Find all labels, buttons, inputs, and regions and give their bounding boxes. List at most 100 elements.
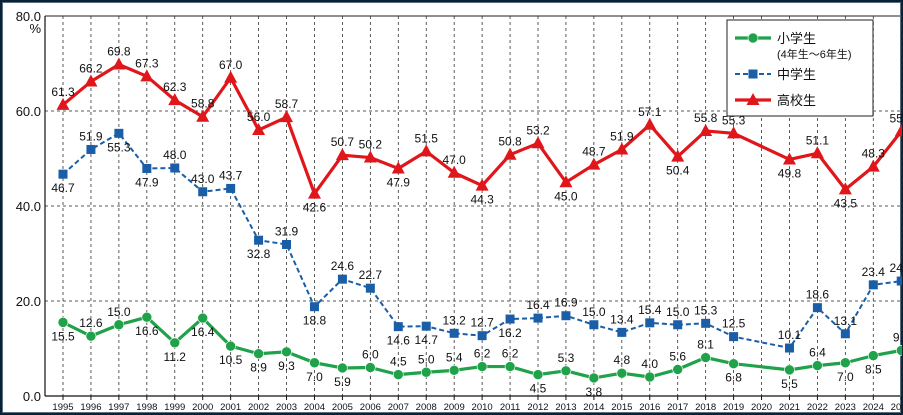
data-point-circle	[840, 357, 851, 369]
data-point-triangle	[559, 175, 573, 188]
data-label: 66.2	[79, 62, 103, 76]
x-tick-label: 2009	[444, 402, 465, 413]
data-label: 47.9	[387, 175, 411, 189]
data-label: 50.4	[666, 164, 690, 178]
data-point-circle	[225, 340, 236, 352]
data-label: 5.4	[446, 350, 463, 364]
x-tick-label: 2000	[192, 402, 213, 413]
data-point-circle	[448, 365, 460, 376]
data-label: 50.7	[331, 135, 355, 149]
y-axis-unit: %	[29, 21, 41, 36]
data-point-square	[812, 303, 822, 313]
line-chart: 0.0 20.0 40.0 60.0 80.0% 1995 1996 1997 1998 1999…	[16, 9, 902, 413]
data-point-square	[393, 322, 403, 332]
data-label: 10.5	[219, 353, 243, 367]
data-point-circle	[85, 330, 97, 342]
data-point-square	[729, 332, 739, 342]
data-point-circle	[57, 317, 69, 328]
x-tick-label: 2008	[416, 402, 437, 413]
x-tick-label: 2012	[527, 402, 548, 413]
y-tick-label: 80.0	[16, 9, 41, 24]
data-point-square	[617, 327, 627, 337]
data-label: 6.8	[725, 371, 742, 385]
x-tick-label: 2019	[723, 402, 744, 413]
data-label: 58.8	[191, 97, 215, 111]
data-point-square	[309, 302, 319, 312]
x-tick-label: 2023	[835, 402, 856, 413]
data-point-triangle	[168, 93, 182, 106]
data-point-triangle	[531, 136, 545, 149]
data-point-triangle	[419, 144, 433, 157]
data-label: 9.6	[893, 330, 902, 344]
data-label: 18.6	[806, 288, 830, 302]
data-label: 15.0	[107, 305, 131, 319]
x-tick-label: 2007	[388, 402, 409, 413]
x-tick-label: 2020	[751, 402, 772, 413]
data-label: 6.4	[809, 346, 826, 360]
data-point-triangle	[363, 150, 377, 163]
data-label: 15.0	[666, 305, 690, 319]
data-label: 8.9	[250, 361, 267, 375]
x-tick-label: 2021	[779, 402, 800, 413]
data-label: 58.7	[275, 97, 299, 111]
data-point-triangle	[56, 97, 70, 110]
data-label: 8.1	[697, 338, 714, 352]
data-point-square	[282, 239, 292, 249]
data-label: 67.3	[135, 56, 159, 70]
series-group	[56, 57, 902, 384]
data-point-circle	[728, 358, 739, 370]
data-label: 18.8	[303, 314, 327, 328]
data-label: 12.7	[470, 316, 494, 330]
series-line-square	[62, 132, 902, 350]
data-point-square	[868, 280, 878, 290]
data-point-circle	[812, 360, 823, 371]
data-label: 22.7	[359, 268, 383, 282]
data-point-square	[840, 329, 850, 339]
legend-sublabel: (4年生～6年生)	[777, 47, 852, 61]
data-label: 5.0	[418, 352, 435, 366]
data-point-circle	[644, 371, 656, 383]
data-label: 6.2	[502, 347, 519, 361]
data-point-square	[505, 314, 515, 324]
data-label: 12.6	[79, 316, 103, 330]
data-point-circle	[895, 345, 902, 356]
data-point-triangle	[643, 117, 657, 130]
data-point-circle	[588, 372, 600, 384]
data-label: 16.4	[191, 325, 215, 339]
y-tick-label: 60.0	[16, 104, 41, 119]
data-label: 42.6	[303, 201, 327, 215]
data-label: 67.0	[219, 58, 243, 72]
data-point-circle	[281, 346, 292, 358]
data-point-square	[589, 320, 599, 330]
data-label: 7.0	[837, 370, 854, 384]
data-label: 15.0	[582, 305, 606, 319]
data-label: 9.3	[278, 359, 295, 373]
data-point-triangle	[782, 152, 796, 165]
x-tick-label: 2002	[248, 402, 269, 413]
x-tick-label: 2005	[332, 402, 353, 413]
data-labels: 61.3 66.2 69.8 67.3 62.3 58.8 67.0 56.0 58.7 42.6…	[51, 44, 902, 399]
data-label: 24.2	[890, 261, 902, 275]
data-point-square	[86, 144, 96, 154]
data-point-square	[701, 318, 711, 328]
legend-label: 高校生	[777, 93, 816, 108]
data-point-triangle	[894, 124, 902, 137]
data-point-square	[58, 169, 68, 179]
data-point-triangle	[140, 69, 154, 82]
x-tick-label: 2013	[555, 402, 576, 413]
data-label: 5.9	[334, 375, 351, 389]
data-point-triangle	[671, 149, 685, 162]
legend-label: 小学生	[777, 31, 816, 46]
data-point-triangle	[280, 110, 294, 123]
data-point-square	[142, 163, 152, 173]
data-label: 47.0	[442, 153, 466, 167]
data-point-triangle	[447, 165, 461, 178]
data-label: 8.5	[865, 363, 882, 377]
data-label: 69.8	[107, 44, 131, 58]
data-point-triangle	[810, 146, 824, 159]
data-point-triangle	[587, 157, 601, 170]
data-point-triangle	[335, 148, 349, 161]
data-label: 31.9	[275, 224, 299, 238]
data-point-square	[365, 283, 375, 293]
data-label: 10.1	[778, 328, 802, 342]
